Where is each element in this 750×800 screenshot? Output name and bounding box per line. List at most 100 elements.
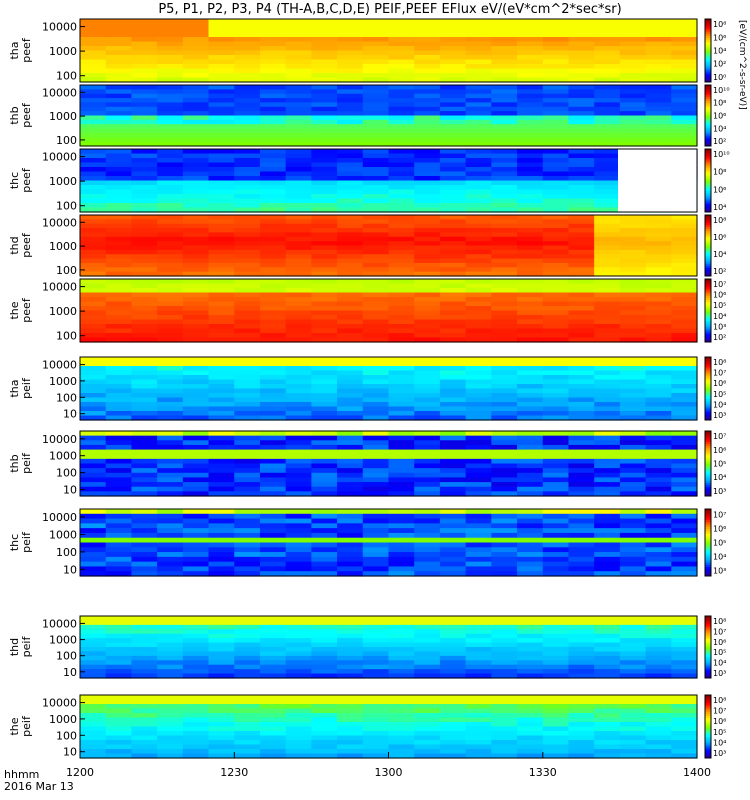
heatmap-cell bbox=[362, 28, 390, 34]
heatmap-cell bbox=[131, 153, 158, 159]
heatmap-cell bbox=[259, 115, 287, 121]
heatmap-cell bbox=[208, 528, 235, 534]
heatmap-cell bbox=[671, 673, 698, 679]
heatmap-cell bbox=[131, 379, 158, 385]
heatmap-cell bbox=[362, 361, 390, 367]
heatmap-cell bbox=[337, 722, 364, 728]
heatmap-cell bbox=[465, 749, 492, 755]
heatmap-cell bbox=[208, 137, 235, 143]
heatmap-cell bbox=[131, 704, 158, 710]
heatmap-cell bbox=[439, 46, 467, 52]
heatmap-cell bbox=[182, 647, 210, 653]
heatmap-cell bbox=[80, 93, 107, 99]
heatmap-cell bbox=[542, 288, 570, 294]
heatmap-cell bbox=[568, 194, 595, 200]
heatmap-cell bbox=[208, 207, 235, 213]
heatmap-cell bbox=[285, 68, 312, 74]
heatmap-cell bbox=[414, 633, 441, 639]
colorbar-swatch bbox=[705, 485, 711, 488]
heatmap-cell bbox=[311, 162, 338, 168]
heatmap-cell bbox=[285, 189, 312, 195]
heatmap-cell bbox=[337, 245, 364, 251]
heatmap-cell bbox=[105, 713, 133, 719]
heatmap-cell bbox=[388, 397, 415, 403]
heatmap-cell bbox=[491, 297, 518, 303]
colorbar-tick-label: 10⁵ bbox=[713, 390, 726, 399]
heatmap-cell bbox=[594, 128, 621, 134]
heatmap-cell bbox=[80, 556, 107, 563]
heatmap-cell bbox=[285, 111, 312, 117]
heatmap-cell bbox=[362, 337, 390, 343]
heatmap-cell bbox=[465, 552, 492, 558]
heatmap-cell bbox=[517, 528, 544, 534]
heatmap-cell bbox=[645, 370, 672, 376]
heatmap-cell bbox=[542, 673, 570, 679]
heatmap-cell bbox=[439, 673, 467, 679]
heatmap-cell bbox=[517, 509, 544, 515]
heatmap-cell bbox=[362, 32, 390, 38]
heatmap-cell bbox=[105, 162, 133, 168]
heatmap-cell bbox=[234, 523, 261, 529]
heatmap-cell bbox=[208, 731, 235, 737]
heatmap-cell bbox=[671, 55, 698, 61]
heatmap-cell bbox=[491, 379, 518, 385]
heatmap-cell bbox=[105, 73, 133, 79]
heatmap-cell bbox=[80, 232, 107, 238]
heatmap-cell bbox=[182, 638, 210, 644]
heatmap-cell bbox=[182, 149, 210, 155]
heatmap-cell bbox=[234, 660, 261, 666]
heatmap-cell bbox=[465, 288, 492, 294]
heatmap-cell bbox=[157, 704, 184, 710]
heatmap-cell bbox=[517, 713, 544, 719]
heatmap-cell bbox=[234, 245, 261, 251]
heatmap-cell bbox=[517, 463, 544, 469]
heatmap-cell bbox=[131, 744, 158, 750]
heatmap-cell bbox=[517, 102, 544, 108]
heatmap-cell bbox=[208, 215, 235, 220]
heatmap-cell bbox=[491, 468, 518, 474]
heatmap-cell bbox=[157, 411, 184, 417]
heatmap-cell bbox=[491, 708, 518, 714]
heatmap-cell bbox=[388, 37, 415, 43]
heatmap-cell bbox=[362, 673, 390, 679]
heatmap-cell bbox=[465, 219, 492, 225]
heatmap-cell bbox=[131, 384, 158, 390]
heatmap-cell bbox=[491, 753, 518, 759]
heatmap-cell bbox=[285, 93, 312, 99]
heatmap-cell bbox=[671, 664, 698, 670]
heatmap-cell bbox=[491, 306, 518, 312]
heatmap-cell bbox=[388, 279, 415, 285]
heatmap-cell bbox=[105, 194, 133, 200]
heatmap-cell bbox=[568, 375, 595, 381]
heatmap-cell bbox=[568, 397, 595, 403]
heatmap-cell bbox=[182, 153, 210, 159]
colorbar-swatch bbox=[705, 163, 711, 167]
heatmap-cell bbox=[234, 315, 261, 321]
heatmap-cell bbox=[105, 449, 133, 455]
heatmap-cell bbox=[285, 642, 312, 648]
heatmap-cell bbox=[671, 753, 698, 759]
heatmap-cell bbox=[182, 431, 210, 437]
heatmap-cell bbox=[414, 279, 441, 285]
heatmap-cell bbox=[131, 68, 158, 74]
panel-heatmap-cells bbox=[80, 85, 698, 147]
heatmap-cell bbox=[439, 128, 467, 134]
heatmap-cell bbox=[311, 198, 338, 204]
heatmap-cell bbox=[439, 64, 467, 70]
heatmap-cell bbox=[465, 463, 492, 469]
heatmap-cell bbox=[671, 137, 698, 143]
heatmap-cell bbox=[131, 388, 158, 394]
heatmap-cell bbox=[208, 509, 235, 515]
heatmap-cell bbox=[517, 651, 544, 657]
heatmap-cell bbox=[80, 85, 107, 90]
heatmap-cell bbox=[491, 64, 518, 70]
heatmap-cell bbox=[311, 629, 338, 635]
heatmap-cell bbox=[491, 673, 518, 679]
heatmap-cell bbox=[568, 491, 595, 497]
heatmap-cell bbox=[362, 119, 390, 125]
heatmap-cell bbox=[208, 167, 235, 173]
panel-label-probe: the bbox=[8, 717, 21, 735]
heatmap-cell bbox=[80, 37, 107, 43]
colorbar-swatch bbox=[705, 555, 711, 559]
heatmap-cell bbox=[619, 249, 647, 255]
